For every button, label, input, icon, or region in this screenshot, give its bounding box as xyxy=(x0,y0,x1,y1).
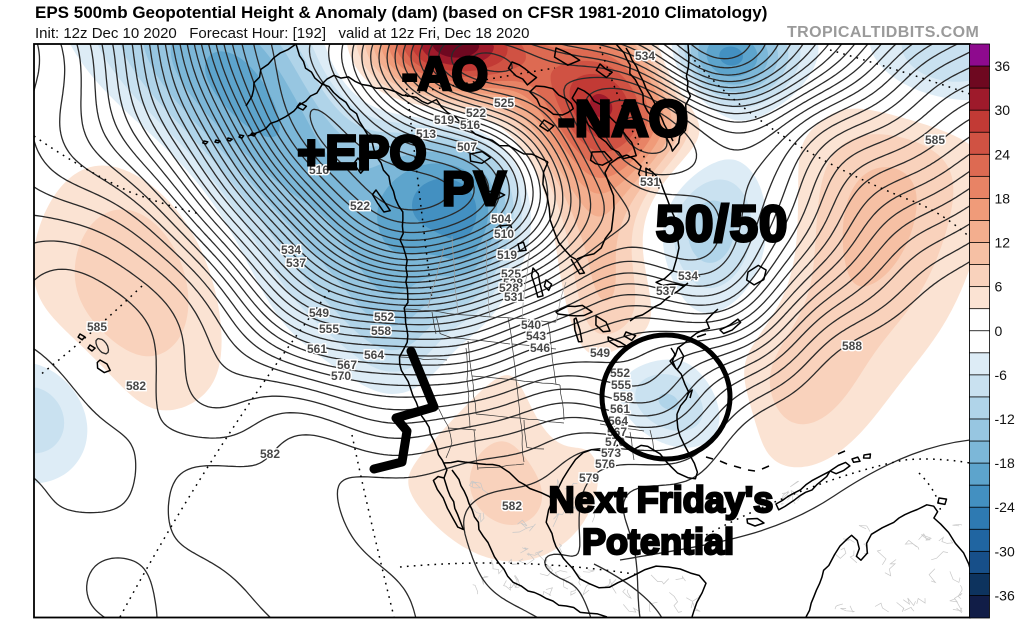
svg-text:504: 504 xyxy=(491,212,511,226)
svg-text:-AO: -AO xyxy=(402,47,488,100)
svg-text:-6: -6 xyxy=(995,367,1008,383)
svg-text:18: 18 xyxy=(995,190,1011,206)
svg-text:PV: PV xyxy=(442,163,506,216)
svg-text:555: 555 xyxy=(611,378,631,392)
svg-text:30: 30 xyxy=(995,102,1011,118)
svg-text:36: 36 xyxy=(995,58,1011,74)
svg-text:-36: -36 xyxy=(995,587,1015,603)
svg-text:549: 549 xyxy=(309,306,329,320)
svg-text:558: 558 xyxy=(613,390,633,404)
svg-text:558: 558 xyxy=(371,324,391,338)
svg-text:513: 513 xyxy=(416,127,436,141)
svg-text:564: 564 xyxy=(608,414,628,428)
svg-text:561: 561 xyxy=(307,342,327,356)
svg-text:585: 585 xyxy=(87,320,107,334)
svg-text:582: 582 xyxy=(126,379,146,393)
svg-text:-12: -12 xyxy=(995,411,1015,427)
svg-text:525: 525 xyxy=(501,267,521,281)
svg-text:564: 564 xyxy=(364,348,384,362)
svg-text:-24: -24 xyxy=(995,499,1015,515)
svg-text:534: 534 xyxy=(635,49,655,63)
svg-text:516: 516 xyxy=(460,118,480,132)
svg-text:534: 534 xyxy=(678,269,698,283)
svg-text:555: 555 xyxy=(319,322,339,336)
svg-text:522: 522 xyxy=(350,199,370,213)
svg-text:-NAO: -NAO xyxy=(558,90,688,147)
svg-text:507: 507 xyxy=(457,140,477,154)
svg-text:543: 543 xyxy=(526,329,546,343)
svg-text:0: 0 xyxy=(995,323,1003,339)
svg-text:552: 552 xyxy=(610,366,630,380)
svg-text:561: 561 xyxy=(610,402,630,416)
svg-text:50/50: 50/50 xyxy=(656,195,789,252)
svg-text:519: 519 xyxy=(497,248,517,262)
svg-text:531: 531 xyxy=(504,290,524,304)
svg-text:540: 540 xyxy=(521,318,541,332)
svg-text:579: 579 xyxy=(579,471,599,485)
svg-text:552: 552 xyxy=(374,310,394,324)
svg-text:582: 582 xyxy=(502,499,522,513)
svg-text:24: 24 xyxy=(995,146,1011,162)
svg-text:510: 510 xyxy=(494,227,514,241)
svg-text:570: 570 xyxy=(331,369,351,383)
svg-text:531: 531 xyxy=(640,175,660,189)
svg-text:+EPO: +EPO xyxy=(297,127,426,180)
svg-text:525: 525 xyxy=(494,96,514,110)
svg-text:Potential: Potential xyxy=(582,521,734,562)
svg-text:585: 585 xyxy=(925,133,945,147)
svg-text:522: 522 xyxy=(466,106,486,120)
svg-text:-30: -30 xyxy=(995,543,1015,559)
svg-text:534: 534 xyxy=(281,243,301,257)
svg-text:528: 528 xyxy=(503,276,523,290)
svg-text:576: 576 xyxy=(595,457,615,471)
svg-text:546: 546 xyxy=(530,341,550,355)
svg-text:6: 6 xyxy=(995,279,1003,295)
svg-text:573: 573 xyxy=(601,446,621,460)
svg-text:567: 567 xyxy=(337,358,357,372)
svg-text:12: 12 xyxy=(995,235,1011,251)
svg-text:537: 537 xyxy=(286,256,306,270)
svg-text:537: 537 xyxy=(656,284,676,298)
svg-text:528: 528 xyxy=(499,281,519,295)
svg-text:549: 549 xyxy=(590,346,610,360)
svg-text:582: 582 xyxy=(260,447,280,461)
svg-text:-18: -18 xyxy=(995,455,1015,471)
svg-text:Next Friday's: Next Friday's xyxy=(549,479,774,520)
svg-text:516: 516 xyxy=(309,163,329,177)
svg-text:519: 519 xyxy=(434,113,454,127)
svg-text:588: 588 xyxy=(842,339,862,353)
